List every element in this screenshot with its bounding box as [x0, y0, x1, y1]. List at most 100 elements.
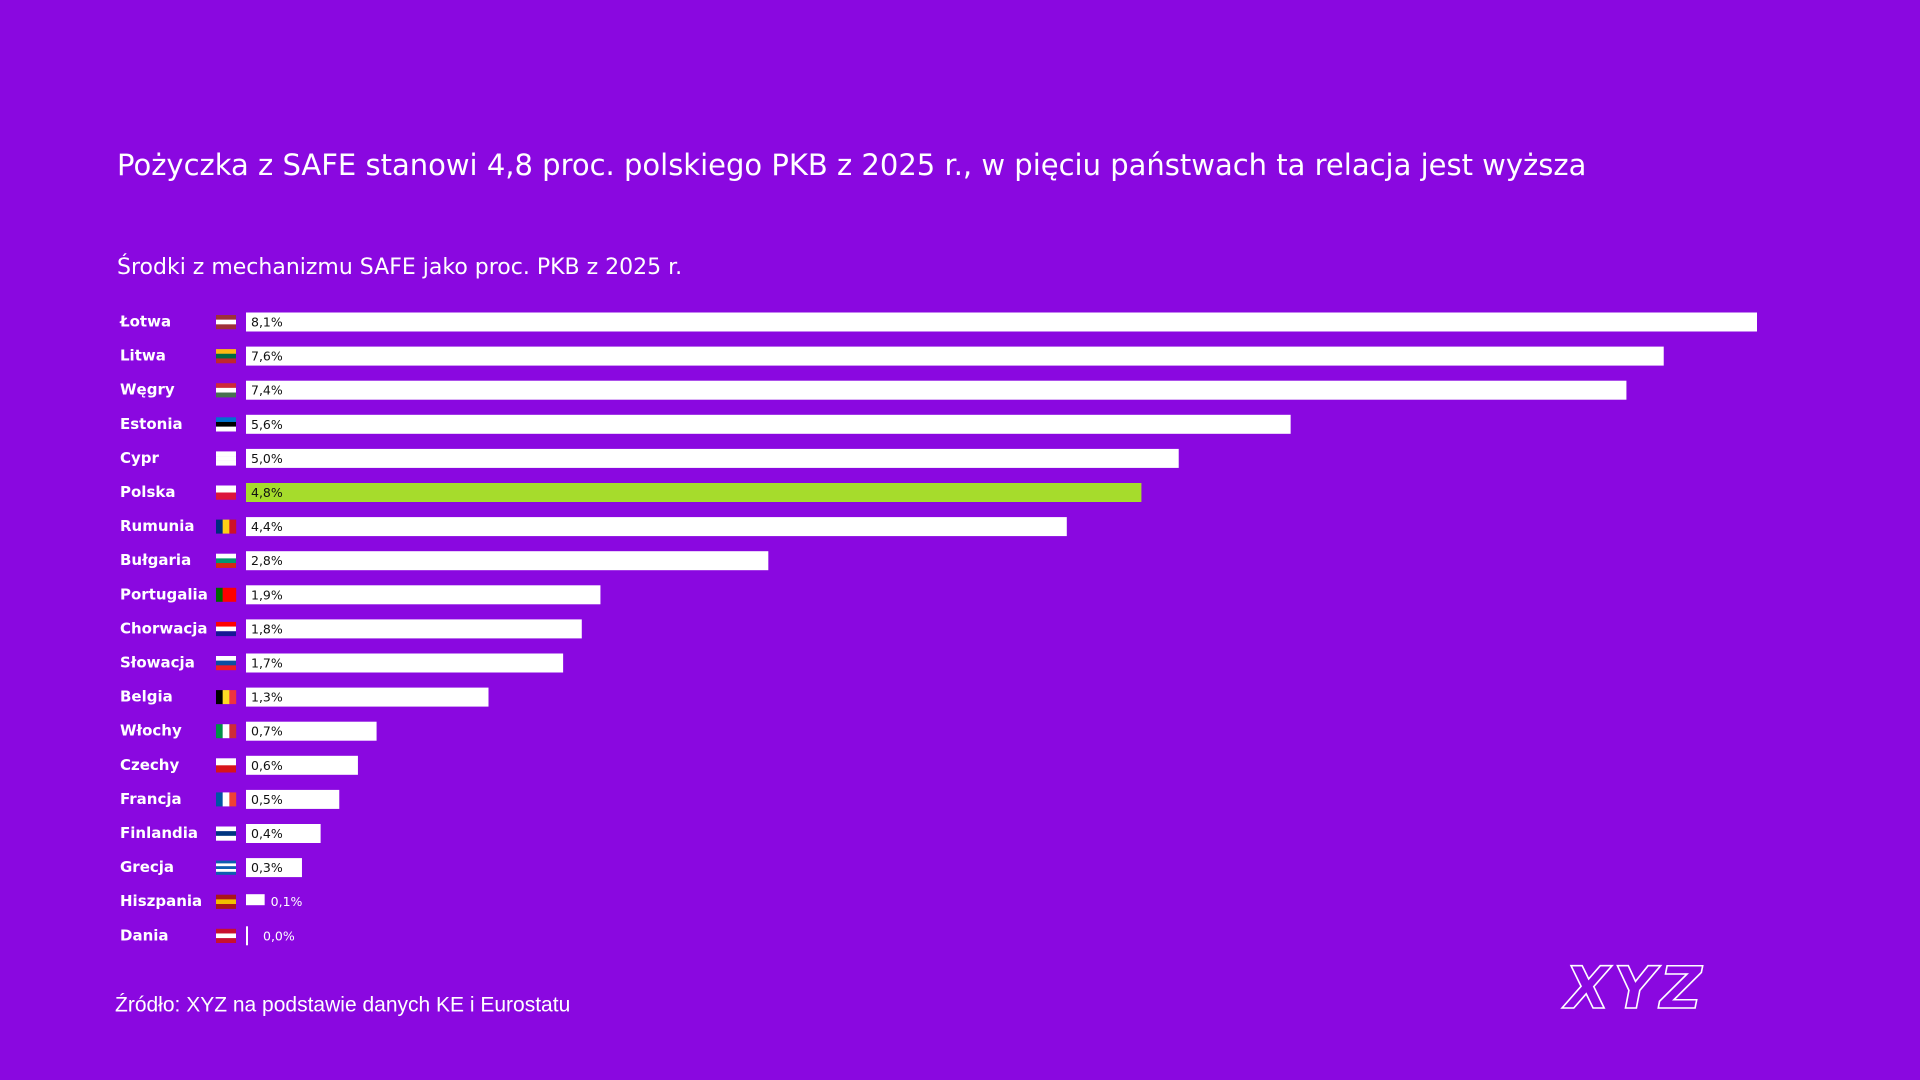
category-label: Grecja	[120, 858, 174, 876]
category-label: Łotwa	[119, 313, 171, 331]
flag	[216, 315, 236, 320]
flag	[222, 792, 230, 807]
value-label: 4,8%	[251, 485, 283, 500]
flag	[222, 690, 230, 705]
value-label: 1,8%	[251, 621, 283, 636]
flag	[216, 587, 223, 602]
flag	[229, 519, 237, 534]
flag	[216, 860, 236, 864]
category-label: Słowacja	[120, 654, 195, 672]
flag	[216, 421, 236, 427]
bar	[246, 653, 564, 673]
flag	[216, 492, 236, 500]
value-label: 0,7%	[251, 724, 283, 739]
value-label: 1,9%	[251, 587, 283, 602]
value-label: 1,3%	[251, 690, 283, 705]
flag	[222, 519, 230, 534]
flag	[222, 724, 230, 739]
bar	[246, 824, 321, 843]
value-label: 0,6%	[251, 758, 283, 773]
bar	[246, 448, 1179, 468]
flag	[216, 869, 236, 872]
value-label: 0,1%	[271, 894, 303, 909]
flag	[216, 792, 223, 807]
flag	[216, 631, 236, 637]
value-label: 0,0%	[263, 928, 295, 943]
bar	[246, 483, 1142, 502]
value-label: 0,5%	[251, 792, 283, 807]
category-label: Litwa	[120, 347, 166, 365]
flag	[222, 587, 230, 602]
flag	[216, 938, 236, 943]
flag	[216, 451, 236, 457]
category-label: Bułgaria	[120, 551, 191, 569]
flag	[216, 353, 236, 359]
category-label: Węgry	[120, 381, 175, 399]
flag	[216, 319, 236, 325]
category-label: Portugalia	[120, 585, 208, 603]
flag	[216, 656, 236, 661]
category-label: Włochy	[120, 722, 182, 740]
flag	[216, 349, 236, 354]
category-label: Polska	[120, 483, 175, 501]
value-label: 8,1%	[251, 315, 283, 330]
flag	[216, 933, 236, 939]
value-label: 5,0%	[251, 451, 283, 466]
flag	[216, 904, 236, 909]
flag	[229, 724, 237, 739]
bar	[246, 894, 265, 906]
category-label: Rumunia	[120, 517, 194, 535]
flag	[216, 835, 236, 841]
flag	[216, 621, 236, 627]
category-label: Cypr	[120, 449, 160, 467]
bar	[246, 380, 1627, 400]
flag	[216, 765, 236, 773]
category-label: Francja	[120, 790, 182, 808]
value-label: 4,4%	[251, 519, 283, 534]
bar	[246, 755, 358, 775]
category-label: Belgia	[120, 688, 173, 706]
flag	[216, 758, 236, 766]
flag	[216, 831, 236, 837]
bar	[246, 551, 769, 571]
flag	[216, 665, 236, 671]
value-label: 2,8%	[251, 553, 283, 568]
bar	[246, 585, 601, 605]
bar	[246, 619, 582, 639]
flag	[216, 558, 236, 564]
category-label: Czechy	[120, 756, 179, 774]
bar	[246, 517, 1067, 537]
flag	[216, 519, 223, 534]
bar	[246, 346, 1664, 366]
category-label: Hiszpania	[120, 892, 202, 910]
flag	[229, 792, 237, 807]
flag	[229, 690, 237, 705]
flag	[216, 899, 236, 905]
flag	[216, 383, 236, 389]
chart-title: Pożyczka z SAFE stanowi 4,8 proc. polski…	[117, 148, 1586, 182]
flag	[216, 358, 236, 364]
flag	[216, 626, 236, 632]
flag	[216, 894, 236, 900]
bar	[246, 312, 1757, 332]
bar	[246, 687, 489, 707]
value-label: 7,4%	[251, 383, 283, 398]
bar	[246, 858, 302, 878]
source: Źródło: XYZ na podstawie danych KE i Eur…	[115, 994, 570, 1017]
bar	[246, 926, 248, 946]
flag	[229, 587, 237, 602]
value-label: 0,4%	[251, 826, 283, 841]
value-label: 0,3%	[251, 860, 283, 875]
flag	[216, 553, 236, 559]
flag	[216, 563, 236, 568]
flag	[216, 485, 236, 493]
flag	[216, 690, 223, 705]
category-label: Chorwacja	[120, 619, 208, 637]
value-label: 7,6%	[251, 349, 283, 364]
value-label: 5,6%	[251, 417, 283, 432]
flag	[216, 826, 236, 832]
flag	[216, 866, 236, 870]
flag	[216, 460, 236, 466]
bar	[246, 414, 1291, 434]
